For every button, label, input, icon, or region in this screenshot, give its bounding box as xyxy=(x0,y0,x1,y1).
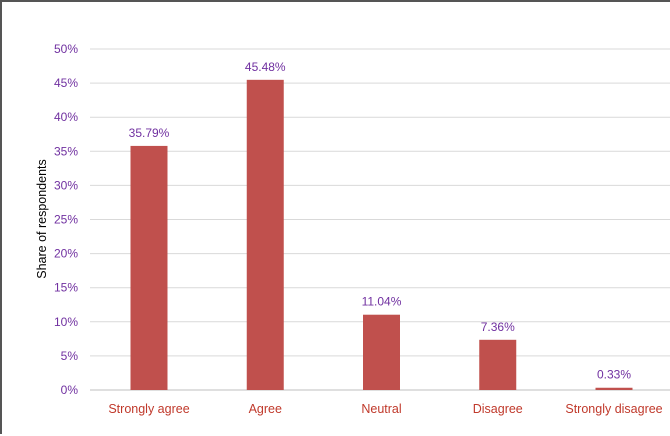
y-tick-label: 35% xyxy=(54,144,78,158)
x-tick-label: Disagree xyxy=(473,402,523,416)
data-label: 45.48% xyxy=(245,60,286,74)
bar xyxy=(246,79,284,390)
y-axis-title: Share of respondents xyxy=(35,159,49,279)
y-tick-label: 30% xyxy=(54,178,78,192)
data-label: 35.79% xyxy=(129,126,170,140)
bars xyxy=(130,79,633,390)
x-tick-label: Strongly agree xyxy=(108,402,189,416)
y-tick-label: 40% xyxy=(54,110,78,124)
y-tick-label: 50% xyxy=(54,42,78,56)
bar xyxy=(130,145,168,390)
data-label: 11.04% xyxy=(362,295,402,309)
bar xyxy=(479,339,517,390)
y-tick-label: 25% xyxy=(54,213,78,227)
y-tick-label: 20% xyxy=(54,247,78,261)
y-tick-label: 45% xyxy=(54,76,78,90)
y-axis-ticks: 0% 5% 10% 15% 20% 25% 30% 35% 40% 45% 50% xyxy=(54,42,78,397)
x-axis-ticks: Strongly agree Agree Neutral Disagree Strong… xyxy=(108,402,662,416)
y-tick-label: 5% xyxy=(61,349,79,363)
gridlines xyxy=(90,48,670,391)
data-label: 7.36% xyxy=(481,320,515,334)
data-labels: 35.79% 45.48% 11.04% 7.36% 0.33% xyxy=(129,60,632,382)
y-tick-label: 15% xyxy=(54,281,78,295)
y-tick-label: 0% xyxy=(61,383,79,397)
x-tick-label: Agree xyxy=(249,402,282,416)
x-tick-label: Neutral xyxy=(361,402,401,416)
y-tick-label: 10% xyxy=(54,315,78,329)
bar xyxy=(595,387,633,390)
data-label: 0.33% xyxy=(597,368,631,382)
bar xyxy=(363,314,400,390)
x-tick-label: Strongly disagree xyxy=(565,402,662,416)
